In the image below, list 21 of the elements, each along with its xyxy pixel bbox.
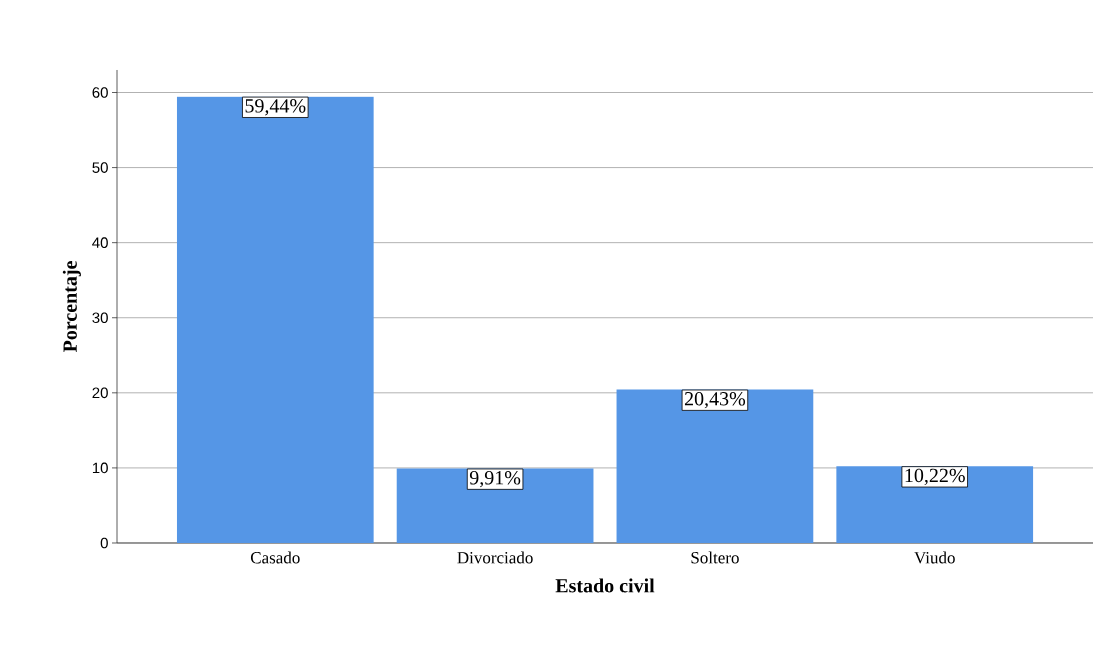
data-label: 9,91% bbox=[469, 470, 521, 488]
x-tick-label: Viudo bbox=[914, 551, 955, 564]
data-label: 20,43% bbox=[684, 392, 746, 409]
y-tick-label: 40 bbox=[92, 237, 108, 248]
y-axis-title: Porcentaje bbox=[62, 261, 81, 353]
y-tick-label: 20 bbox=[92, 387, 108, 399]
x-tick-label: Casado bbox=[250, 551, 300, 564]
bar bbox=[836, 466, 1034, 543]
x-tick-label: Divorciado bbox=[457, 551, 533, 564]
bar bbox=[616, 389, 814, 543]
data-label: 59,44% bbox=[245, 99, 306, 116]
y-tick-label: 10 bbox=[92, 462, 108, 474]
bar bbox=[176, 96, 374, 543]
y-tick-label: 50 bbox=[92, 162, 108, 173]
x-axis-title: Estado civil bbox=[555, 578, 655, 593]
y-tick-label: 30 bbox=[92, 312, 108, 324]
y-tick-label: 60 bbox=[92, 87, 108, 98]
data-label: 10,22% bbox=[905, 468, 965, 486]
x-tick-label: Soltero bbox=[691, 551, 739, 564]
bar bbox=[396, 468, 594, 543]
y-tick-label: 0 bbox=[100, 537, 108, 549]
